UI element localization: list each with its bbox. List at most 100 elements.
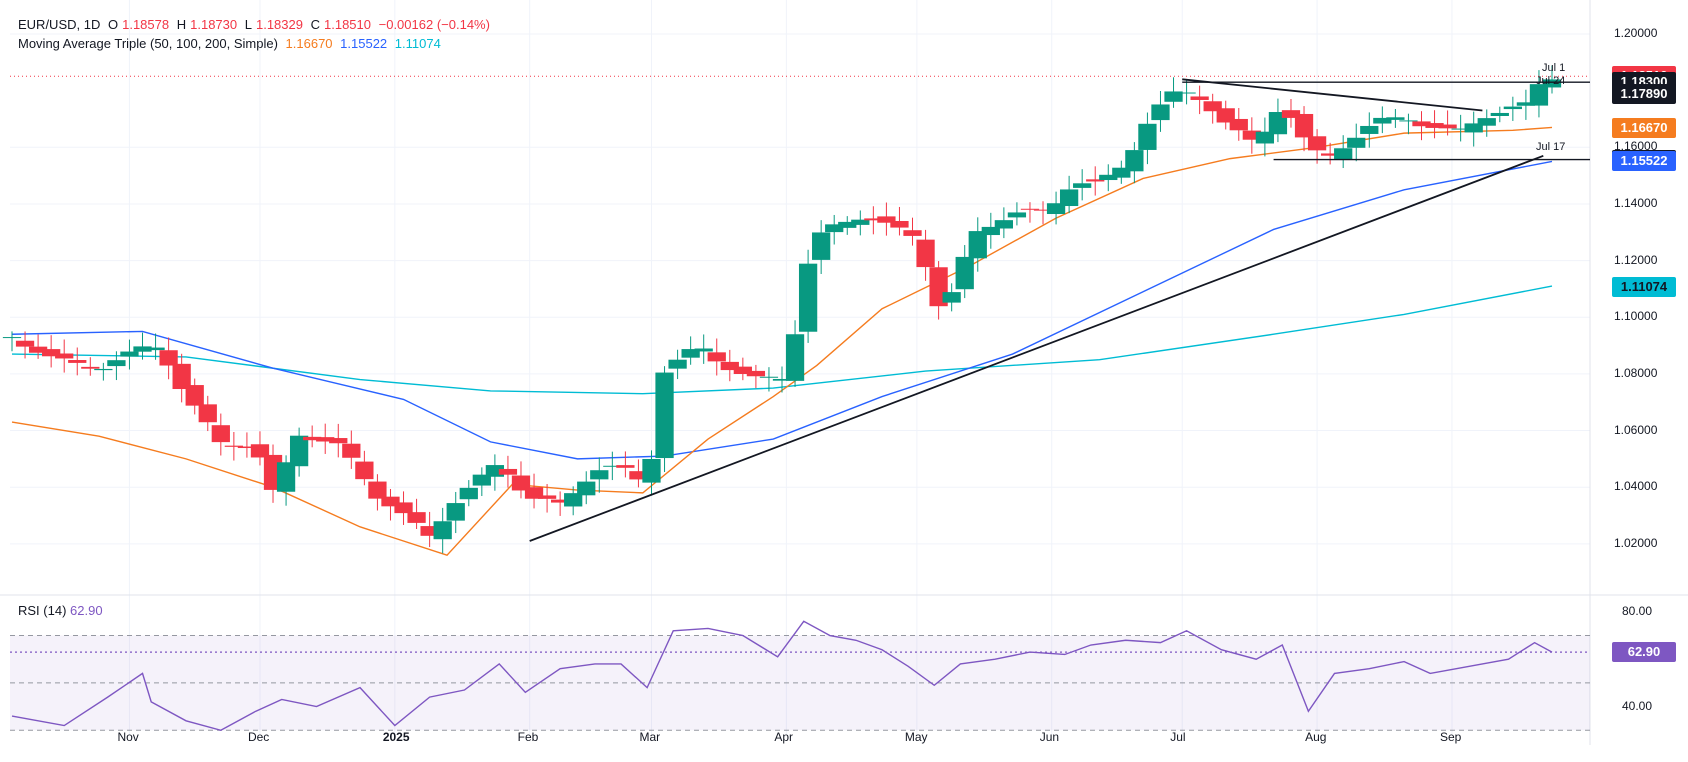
candle-body [446,503,465,521]
candle-body [381,496,400,507]
price-tick-label: 1.04000 [1614,479,1658,494]
candle-body [1151,104,1170,121]
candle-body [55,353,74,359]
candle-body [1294,113,1314,138]
candle-body [1099,174,1118,181]
close-value: 1.18510 [324,17,371,32]
candle-body [1399,120,1418,122]
candle-body [42,349,61,357]
candle-body [1125,150,1144,172]
candle-body [1373,117,1392,124]
price-tag: 1.16670 [1612,118,1676,139]
candle-body [1321,153,1340,156]
rsi-label: RSI (14) [18,603,67,618]
candle-body [1242,130,1261,140]
price-tick-label: 1.02000 [1614,535,1658,550]
candle-body [1255,131,1275,144]
candle-body [224,445,243,447]
candle-body [1229,118,1248,131]
rsi-value: 62.90 [70,603,103,618]
candle-body [146,347,165,351]
low-label: L [244,17,252,32]
candle-body [329,438,348,444]
rsi-header: RSI (14) 62.90 [18,603,103,618]
candle-body [1073,183,1092,188]
candle-body [1216,108,1235,123]
ohlc-header: EUR/USD, 1D O 1.18578 H 1.18730 L 1.18329 C… [18,17,494,32]
candle-body [133,346,152,352]
candle-body [172,363,191,390]
price-tick-label: 1.08000 [1614,365,1658,380]
candle-body [1046,203,1066,215]
candle-body [812,232,831,260]
candle-body [159,350,178,366]
candle-body [733,366,752,375]
candle-body [590,470,609,480]
level-annotation: Jul 17 [1536,140,1566,153]
candle-body [81,366,100,369]
candle-body [120,351,139,357]
candle-body [707,352,726,362]
candle-body [825,224,844,233]
time-tick-label: Mar [639,730,661,744]
trendline-resistance [1182,78,1483,112]
ma200-value: 1.11074 [394,36,441,51]
candle-body [759,376,779,378]
candle-body [420,526,439,536]
candle-body [838,221,857,228]
time-tick-label: Jun [1039,730,1060,744]
candle-body [1464,123,1483,133]
candle-body [1542,79,1562,88]
candle-body [564,493,583,507]
candle-body [355,461,374,480]
high-label: H [176,17,187,32]
price-tag: 1.17890 [1612,83,1676,104]
change-value: −0.00162 (−0.14%) [378,17,490,32]
candle-body [250,444,270,458]
candle-body [1059,189,1079,207]
candle-body [303,436,322,441]
candle-body [524,487,544,499]
candle-body [185,385,204,406]
candle-body [603,465,622,467]
candle-body [968,231,987,259]
candle-body [276,462,296,492]
candle-body [498,468,518,475]
time-tick-label: Apr [774,730,794,744]
candle-body [1412,121,1431,127]
candle-body [433,521,452,540]
price-tag: 1.15522 [1612,150,1676,171]
candle-body [1112,167,1131,178]
candle-body [1190,96,1209,100]
candle-body [1438,124,1457,129]
candle-body [1451,128,1470,130]
time-tick-label: Feb [517,730,539,744]
level-annotation: Jul 24 [1536,75,1566,88]
sma200-line [11,285,1553,395]
candle-body [785,334,805,381]
candle-body [1360,125,1379,134]
candle-body [68,360,87,363]
candle-body [107,360,126,367]
low-value: 1.18329 [255,17,303,32]
candle-body [1138,123,1157,150]
time-tick-label: Aug [1305,730,1327,744]
time-tick-label: Jul [1170,730,1186,744]
candle-body [1033,209,1053,211]
candle-body [1334,148,1353,160]
candle-body [1516,102,1536,106]
candle-body [772,378,792,381]
candle-body [1490,112,1509,116]
candle-body [1386,117,1405,120]
candle-body [1164,91,1183,102]
ma-header: Moving Average Triple (50, 100, 200, Sim… [18,36,445,51]
price-tag: 1.11074 [1612,276,1676,297]
candle-body [642,458,661,483]
candle-body [459,487,478,500]
candle-body [916,239,935,268]
candle-body [1281,110,1301,118]
candle-body [1425,123,1444,128]
candle-body [1477,118,1496,126]
candle-body [877,216,896,223]
